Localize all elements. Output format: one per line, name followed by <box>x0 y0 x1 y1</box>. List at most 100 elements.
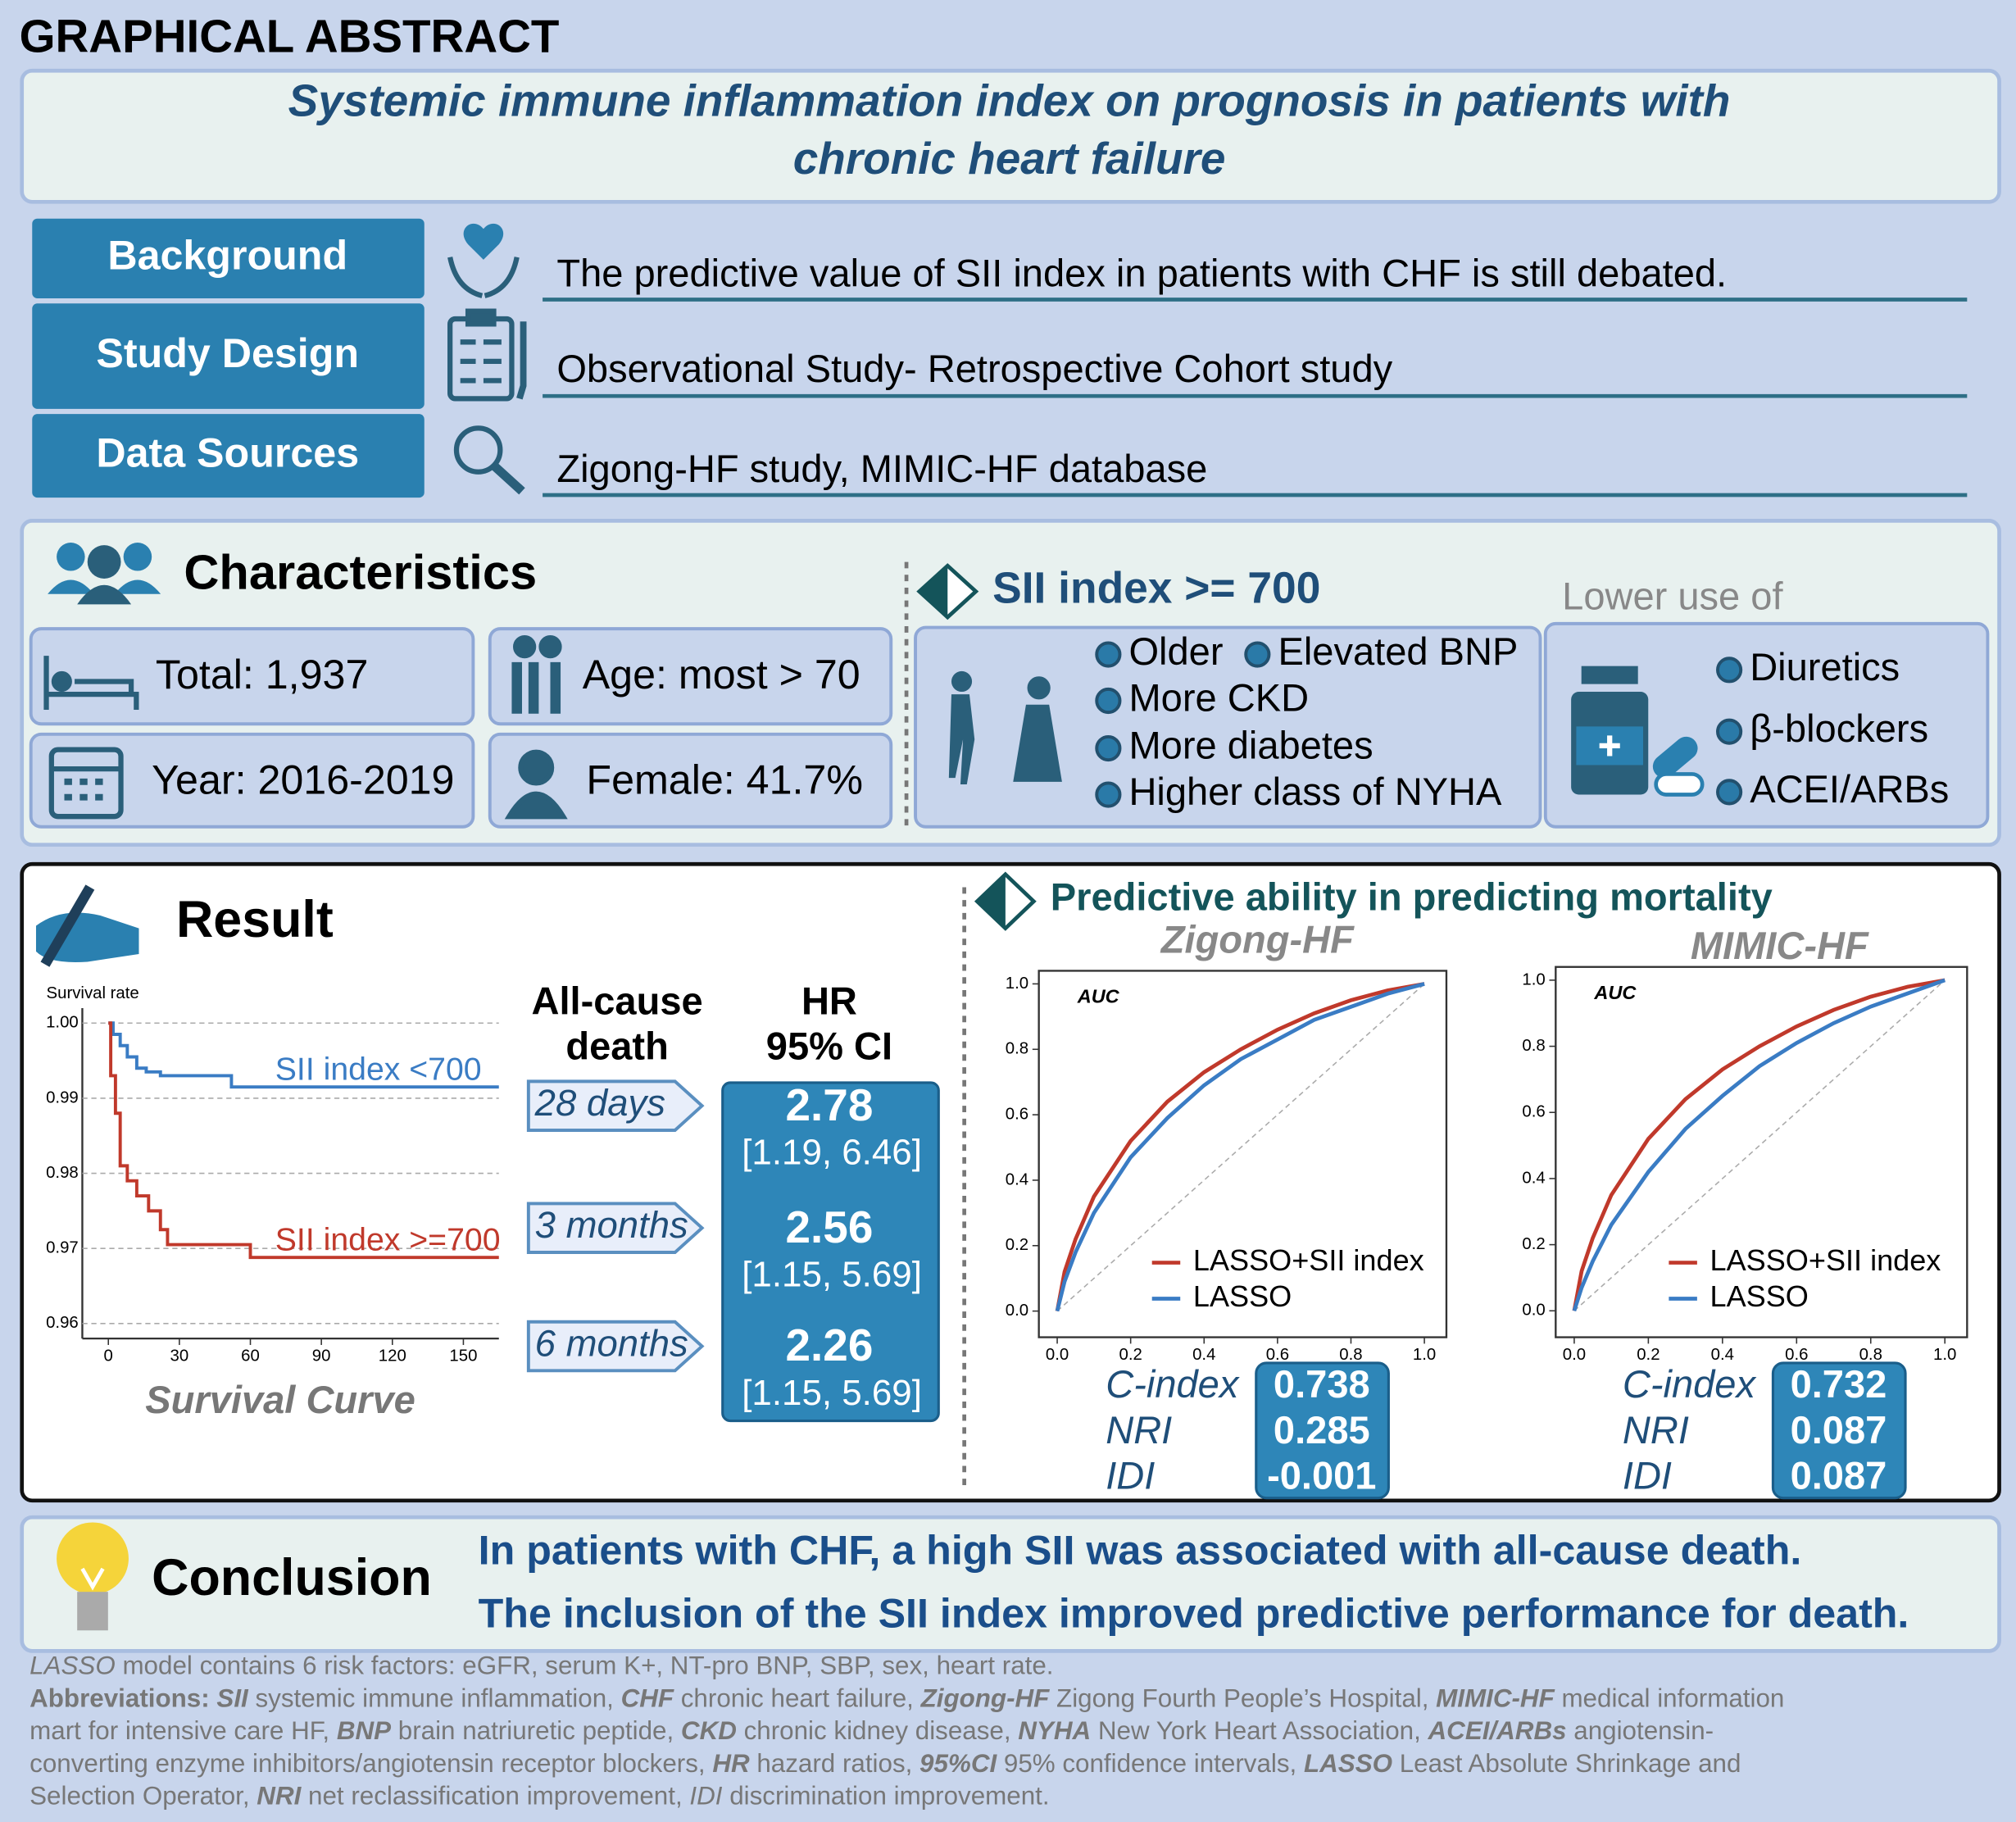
footnote-segment: discrimination improvement. <box>722 1782 1049 1811</box>
dancers-icon <box>948 670 1062 784</box>
metric-value: -0.001 <box>1267 1454 1376 1497</box>
characteristic: Total: 1,937 <box>156 652 369 697</box>
footnote-segment: LASSO <box>1304 1749 1392 1778</box>
y-tick-label: 0.6 <box>1006 1105 1028 1123</box>
y-tick-label: 0.2 <box>1006 1236 1028 1254</box>
footnote-line: Abbreviations: SII systemic immune infla… <box>30 1684 1784 1713</box>
footnote-segment: Zigong-HF <box>920 1684 1051 1713</box>
medicine-icon <box>1571 666 1705 797</box>
title: Systemic immune inflammation index on pr… <box>288 75 1731 126</box>
y-tick-label: 0.8 <box>1522 1037 1545 1055</box>
bullet <box>1244 641 1271 668</box>
y-tick-label: 0.98 <box>46 1164 79 1182</box>
y-tick-label: 0.6 <box>1522 1103 1545 1121</box>
metric-value: 0.285 <box>1274 1408 1370 1452</box>
people-icon <box>48 543 161 605</box>
list-item: ACEI/ARBs <box>1750 767 1949 811</box>
x-tick-label: 120 <box>379 1347 406 1365</box>
footnote-segment: mart for intensive care HF, <box>30 1716 337 1745</box>
footnote-line: Selection Operator, NRI net reclassifica… <box>30 1782 1049 1811</box>
footnote-segment: LASSO <box>30 1652 116 1680</box>
column-header: HR <box>801 979 857 1023</box>
label-box <box>32 414 425 498</box>
period-arrow <box>526 1202 705 1254</box>
bulb-icon <box>57 1522 129 1631</box>
roc-charts: Zigong-HF AUC 0.0 0.2 0.4 0.6 0.8 1.0 0.0 0.2 0.4 0… <box>1006 917 1968 1500</box>
conclusion-panel <box>20 1515 2001 1653</box>
footnote-segment: net reclassification improvement, <box>301 1782 689 1811</box>
x-tick-label: 0.4 <box>1711 1346 1734 1364</box>
metric-value: 0.738 <box>1274 1362 1370 1406</box>
y-tick-label: 0.0 <box>1006 1302 1028 1320</box>
metric-name: NRI <box>1106 1408 1172 1452</box>
legend-label: LASSO <box>1193 1279 1292 1313</box>
conclusion-title: Conclusion <box>152 1549 432 1606</box>
list-item: Elevated BNP <box>1278 629 1518 673</box>
result-panel <box>20 861 2001 1503</box>
plot-frame <box>1038 970 1448 1338</box>
item-icons <box>43 634 568 820</box>
list-item: More diabetes <box>1128 723 1373 766</box>
y-tick-label: 0.0 <box>1522 1302 1545 1320</box>
y-tick-label: 1.00 <box>46 1014 79 1032</box>
prediction-title: Predictive ability in predicting mortali… <box>1051 875 1773 919</box>
characteristic: Age: most > 70 <box>583 652 860 697</box>
lower-list: Diuretics β-blockers ACEI/ARBs <box>1716 645 1949 811</box>
footnote-segment: Selection Operator, <box>30 1782 257 1811</box>
lower-box <box>1543 621 1990 829</box>
annotation: AUC <box>1593 982 1637 1003</box>
footnote-segment: NRI <box>257 1782 302 1811</box>
summary-label: Study Design <box>96 330 359 376</box>
footnote-segment: ACEI/ARBs <box>1428 1716 1567 1745</box>
footnote-segment: MIMIC-HF <box>1436 1684 1555 1713</box>
item-box <box>29 732 475 829</box>
footnote-line: converting enzyme inhibitors/angiotensin… <box>30 1749 1741 1778</box>
x-tick-label: 1.0 <box>1413 1346 1436 1364</box>
summary: Background The predictive value of SII in… <box>32 218 1968 498</box>
list-item: Diuretics <box>1750 645 1900 688</box>
metric-name: IDI <box>1106 1454 1155 1497</box>
metric-box <box>1255 1361 1390 1500</box>
bullet <box>1095 781 1122 808</box>
x-tick-label: 0.6 <box>1266 1346 1289 1364</box>
characteristics-title: Characteristics <box>184 545 537 600</box>
legend-label: LASSO <box>1710 1279 1809 1313</box>
period: 6 months <box>535 1323 688 1365</box>
lower-title: Lower use of <box>1562 575 1783 618</box>
item-box <box>29 627 475 726</box>
hr-ci: [1.15, 5.69] <box>742 1373 922 1413</box>
footnote-segment: HR <box>712 1749 750 1778</box>
metric-value: 0.732 <box>1791 1362 1887 1406</box>
title: chronic heart failure <box>793 133 1226 184</box>
chart-caption: Survival Curve <box>145 1378 415 1421</box>
label-box <box>32 303 425 409</box>
metric-value: 0.087 <box>1791 1454 1887 1497</box>
bullet <box>1716 718 1743 745</box>
chart-title: Zigong-HF <box>1160 917 1355 961</box>
series-line <box>1055 982 1425 1312</box>
footnote-segment: NYHA <box>1018 1716 1091 1745</box>
y-tick-label: 0.97 <box>46 1239 79 1257</box>
footnote: LASSO model contains 6 risk factors: eGF… <box>30 1652 1784 1811</box>
footnote-segment: SII <box>216 1684 249 1713</box>
x-tick-label: 0.6 <box>1785 1346 1808 1364</box>
metric-value: 0.087 <box>1791 1408 1887 1452</box>
series-line <box>1572 978 1946 1312</box>
footnote-segment: 95% confidence intervals, <box>997 1749 1304 1778</box>
series-line <box>1572 978 1946 1311</box>
sii-box <box>914 625 1542 829</box>
hr-ci: [1.15, 5.69] <box>742 1254 922 1294</box>
characteristic: Female: 41.7% <box>586 757 863 803</box>
legend-label: LASSO+SII index <box>1193 1243 1424 1277</box>
x-tick-label: 1.0 <box>1933 1346 1956 1364</box>
item-box <box>488 627 893 726</box>
footnote-segment: angiotensin- <box>1567 1716 1714 1745</box>
y-tick-label: 0.2 <box>1522 1235 1545 1253</box>
series-label: SII index <700 <box>275 1052 482 1088</box>
y-tick-label: 1.0 <box>1522 970 1545 988</box>
metric-name: C-index <box>1106 1362 1240 1406</box>
footnote-segment: New York Heart Association, <box>1091 1716 1428 1745</box>
metric-name: C-index <box>1623 1362 1757 1406</box>
x-tick-label: 0 <box>104 1347 113 1365</box>
x-tick-label: 90 <box>312 1347 331 1365</box>
